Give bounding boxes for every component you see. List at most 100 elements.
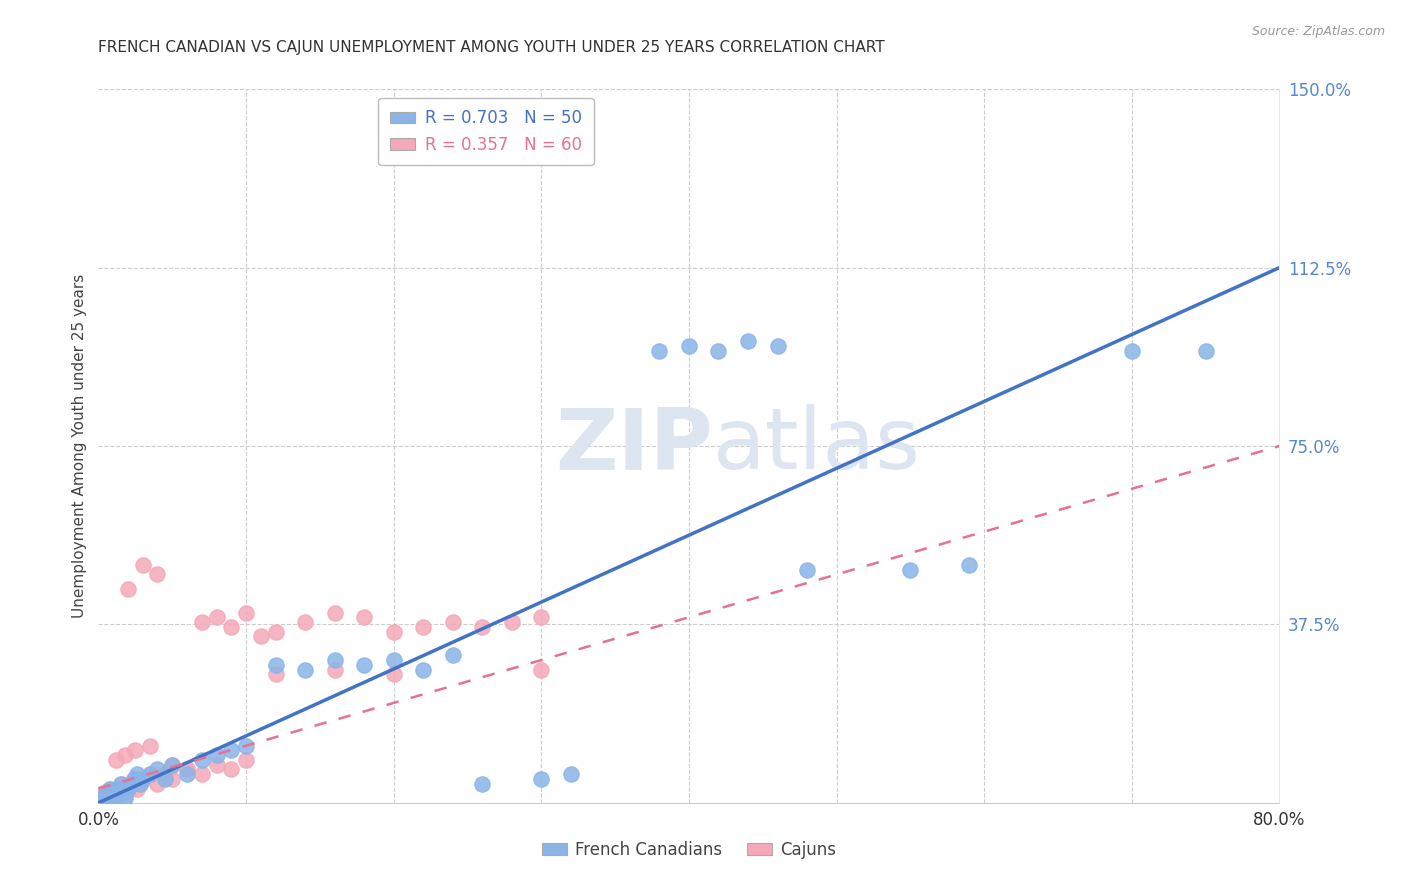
Point [707, 343, 730, 358]
Point [1195, 343, 1218, 358]
Point [235, 606, 257, 620]
Point [264, 667, 287, 681]
Point [1121, 343, 1143, 358]
Point [264, 657, 287, 672]
Point [139, 739, 162, 753]
Point [235, 753, 257, 767]
Point [110, 777, 132, 791]
Point [107, 781, 129, 796]
Point [162, 757, 183, 772]
Point [110, 777, 132, 791]
Point [93, 791, 115, 805]
Point [115, 784, 138, 798]
Point [176, 767, 198, 781]
Point [108, 786, 131, 800]
Point [382, 624, 405, 639]
Point [103, 784, 125, 798]
Point [128, 777, 150, 791]
Text: FRENCH CANADIAN VS CAJUN UNEMPLOYMENT AMONG YOUTH UNDER 25 YEARS CORRELATION CHA: FRENCH CANADIAN VS CAJUN UNEMPLOYMENT AM… [98, 40, 884, 55]
Point [412, 663, 434, 677]
Point [124, 743, 146, 757]
Point [132, 558, 155, 572]
Point [294, 663, 316, 677]
Point [323, 663, 346, 677]
Point [471, 777, 494, 791]
Point [114, 789, 136, 803]
Point [294, 615, 316, 629]
Point [530, 663, 553, 677]
Point [105, 789, 128, 803]
Point [382, 667, 405, 681]
Point [117, 781, 139, 796]
Point [560, 767, 582, 781]
Point [112, 781, 135, 796]
Point [146, 567, 169, 582]
Point [98, 781, 121, 796]
Point [94, 786, 117, 800]
Point [501, 615, 523, 629]
Point [97, 789, 120, 803]
Point [122, 772, 145, 786]
Point [353, 657, 375, 672]
Point [900, 563, 922, 577]
Point [125, 767, 148, 781]
Point [959, 558, 981, 572]
Point [104, 784, 127, 798]
Point [441, 648, 464, 663]
Point [105, 791, 128, 805]
Point [205, 757, 228, 772]
Point [105, 753, 128, 767]
Point [128, 777, 150, 791]
Point [176, 763, 198, 777]
Point [146, 777, 169, 791]
Point [219, 620, 242, 634]
Point [382, 653, 405, 667]
Point [153, 767, 176, 781]
Point [120, 777, 142, 791]
Point [91, 786, 114, 800]
Point [111, 786, 134, 800]
Point [98, 781, 121, 796]
Point [219, 763, 242, 777]
Point [96, 784, 118, 798]
Point [323, 606, 346, 620]
Point [104, 786, 127, 800]
Point [153, 772, 176, 786]
Point [191, 753, 214, 767]
Point [115, 784, 138, 798]
Point [107, 781, 129, 796]
Point [191, 615, 214, 629]
Point [120, 777, 142, 791]
Point [114, 791, 136, 805]
Point [94, 789, 117, 803]
Point [111, 786, 134, 800]
Point [205, 610, 228, 624]
Point [353, 610, 375, 624]
Point [648, 343, 671, 358]
Point [471, 620, 494, 634]
Text: ZIP: ZIP [555, 404, 713, 488]
Point [132, 772, 155, 786]
Point [191, 767, 214, 781]
Point [264, 624, 287, 639]
Point [117, 582, 139, 596]
Point [796, 563, 818, 577]
Point [132, 772, 155, 786]
Point [250, 629, 273, 643]
Point [125, 781, 148, 796]
Point [323, 653, 346, 667]
Y-axis label: Unemployment Among Youth under 25 years: Unemployment Among Youth under 25 years [72, 274, 87, 618]
Point [122, 772, 145, 786]
Point [162, 757, 183, 772]
Point [117, 781, 139, 796]
Text: atlas: atlas [713, 404, 921, 488]
Point [412, 620, 434, 634]
Point [162, 772, 183, 786]
Point [766, 339, 789, 353]
Point [108, 784, 131, 798]
Point [176, 763, 198, 777]
Point [139, 767, 162, 781]
Point [530, 610, 553, 624]
Point [146, 763, 169, 777]
Point [114, 748, 136, 763]
